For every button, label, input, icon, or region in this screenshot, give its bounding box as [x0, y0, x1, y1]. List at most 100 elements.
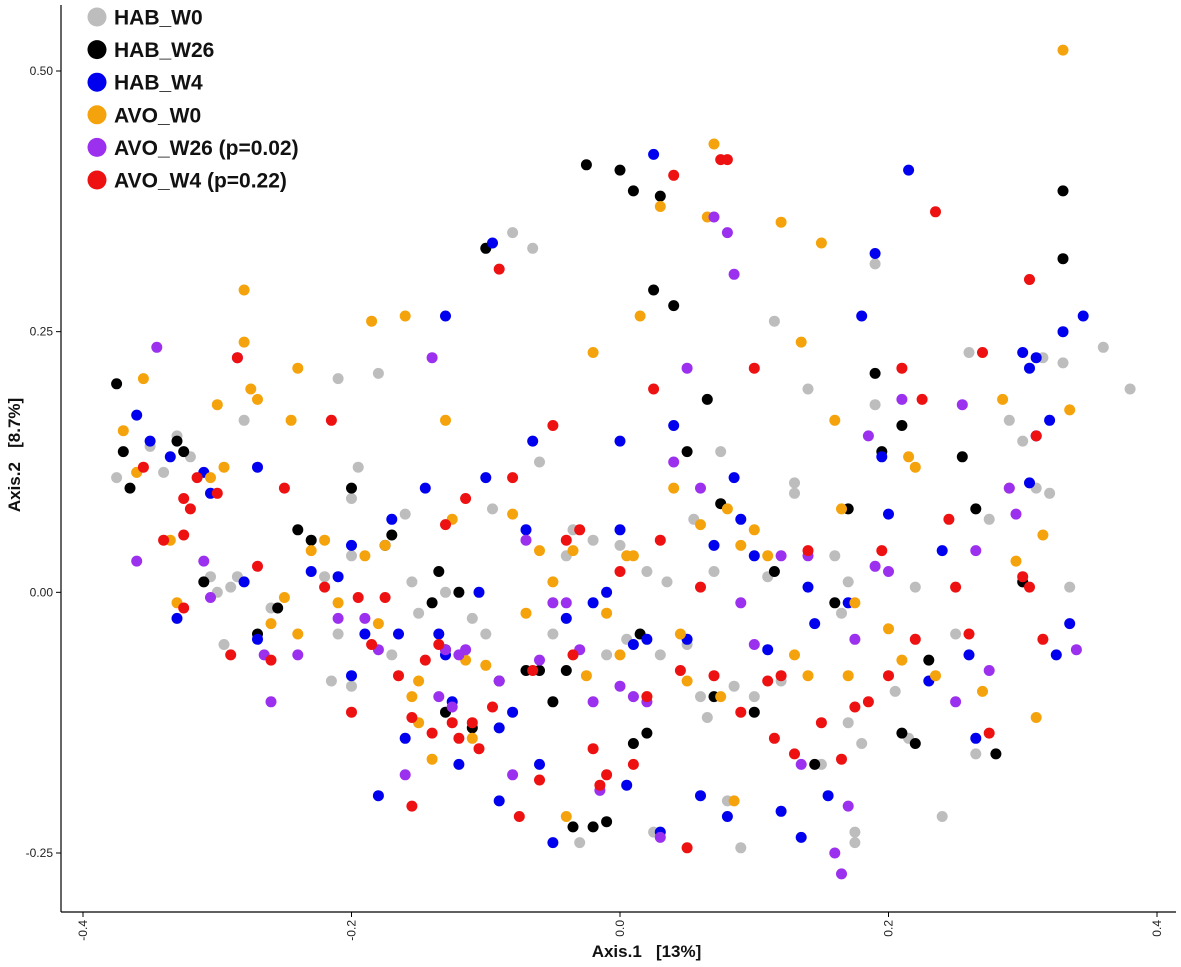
data-point [775, 550, 787, 562]
data-point [406, 576, 418, 588]
data-point [527, 435, 539, 447]
data-point [346, 680, 357, 692]
data-point [560, 612, 572, 624]
data-point [238, 576, 250, 588]
data-point [1024, 274, 1035, 285]
data-point [654, 649, 666, 661]
data-point [950, 581, 962, 593]
data-point [715, 446, 727, 458]
legend-item: HAB_W4 [87, 72, 203, 95]
axes-layer: 0.50 0.25 0.00 -0.25 -0.4 -0.2 0.0 0.2 0.4 Axis.1… [5, 5, 1176, 961]
data-point [836, 503, 847, 515]
data-point [433, 691, 445, 703]
data-point [614, 524, 626, 536]
data-point [701, 712, 713, 723]
data-point [292, 649, 304, 661]
data-point [587, 743, 599, 755]
data-point [440, 310, 451, 322]
data-point [587, 534, 599, 546]
data-point [970, 545, 982, 557]
data-point [1003, 482, 1015, 494]
data-point [1064, 581, 1076, 593]
data-point [547, 420, 559, 431]
data-point [393, 670, 404, 682]
data-point [137, 373, 149, 385]
data-point [815, 237, 827, 249]
data-point [473, 743, 485, 755]
data-point [332, 612, 344, 624]
data-point [601, 607, 613, 619]
data-point [272, 602, 284, 614]
legend-label: AVO_W26 (p=0.02) [114, 137, 299, 160]
data-point [695, 482, 706, 494]
data-point [225, 581, 237, 593]
data-point [735, 597, 747, 609]
data-point [668, 482, 680, 494]
data-point [1097, 341, 1109, 353]
data-point [883, 670, 894, 682]
data-point [728, 680, 740, 692]
data-point [178, 529, 190, 541]
data-point [111, 378, 123, 390]
data-point [1024, 362, 1035, 374]
data-point [1057, 326, 1069, 338]
data-point [567, 545, 579, 557]
data-point [198, 576, 210, 588]
data-point [1064, 618, 1076, 630]
data-point [433, 639, 445, 650]
data-point [701, 393, 713, 405]
data-point [184, 503, 196, 515]
data-point [211, 399, 223, 411]
data-point [842, 576, 854, 588]
data-point [674, 628, 686, 640]
data-point [1017, 571, 1029, 583]
data-point [909, 738, 921, 749]
data-point [574, 524, 586, 536]
data-point [728, 268, 740, 280]
data-point [1057, 44, 1069, 56]
data-point [789, 748, 800, 760]
data-point [601, 816, 613, 828]
data-point [695, 581, 706, 593]
data-point [574, 837, 586, 849]
data-point [547, 576, 559, 588]
series-avo-w4 [137, 154, 1049, 854]
series-avo-w0 [117, 44, 1076, 822]
data-point [883, 623, 894, 635]
data-point [614, 566, 626, 577]
data-point [849, 597, 861, 609]
data-point [977, 685, 988, 697]
data-point [648, 284, 660, 296]
legend-label: AVO_W0 [114, 104, 201, 127]
data-point [809, 618, 821, 630]
data-point [896, 393, 908, 405]
legend-marker [87, 40, 107, 60]
data-point [641, 691, 653, 703]
data-point [869, 258, 881, 270]
data-point [1124, 383, 1136, 395]
data-point [406, 691, 418, 703]
data-point [131, 409, 143, 421]
data-point [963, 347, 975, 358]
data-point [1044, 487, 1056, 499]
data-point [487, 237, 498, 249]
data-point [346, 539, 357, 551]
data-point [366, 315, 378, 327]
data-point [547, 696, 559, 708]
data-point [728, 795, 740, 807]
data-point [970, 503, 982, 515]
data-point [252, 560, 263, 572]
data-point [842, 670, 854, 682]
data-point [627, 639, 639, 650]
x-tick-label: 0.0 [613, 920, 627, 937]
data-point [292, 628, 304, 640]
data-point [178, 493, 190, 504]
data-point [695, 691, 706, 703]
data-point [278, 592, 290, 603]
data-point [614, 164, 626, 176]
data-point [520, 524, 532, 536]
data-point [708, 670, 720, 682]
data-point [480, 472, 492, 484]
data-point [399, 769, 411, 781]
